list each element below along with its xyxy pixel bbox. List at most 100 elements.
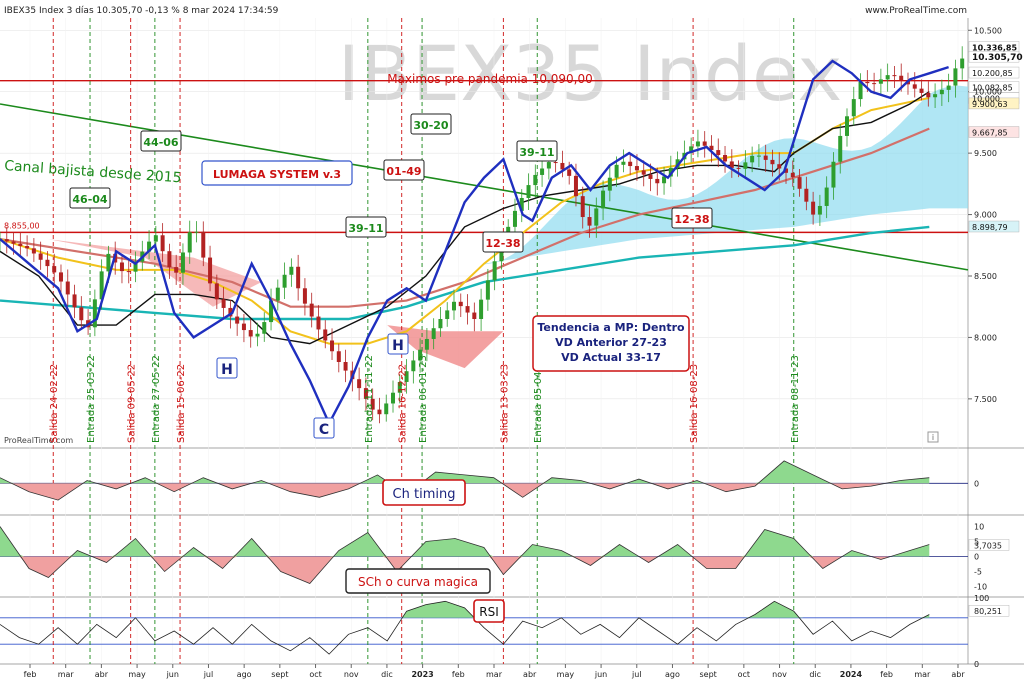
candle-body	[38, 253, 43, 260]
candle-body	[330, 340, 335, 352]
signal-box-label: 39-11	[519, 146, 554, 159]
candle-body	[756, 155, 761, 157]
candle-body	[296, 266, 301, 289]
signal-label: Entrada 08-11-23	[790, 355, 801, 443]
candle-body	[126, 271, 131, 273]
candle-body	[628, 161, 633, 167]
ch-timing-line	[0, 460, 930, 501]
candle-body	[465, 306, 470, 313]
candle-body	[695, 141, 700, 147]
price-label: 8.898,79	[972, 223, 1008, 232]
trend-line-2: VD Anterior 27-23	[555, 336, 667, 349]
candle-body	[546, 162, 551, 169]
candle-body	[939, 89, 944, 95]
ichimoku-cloud-down-early	[48, 239, 262, 307]
ch-timing-negative-area	[0, 483, 930, 501]
signal-label: Salida 15-06-22	[176, 364, 187, 443]
x-tick-label: feb	[880, 670, 893, 679]
signal-box	[410, 113, 452, 135]
x-tick-label: nov	[344, 670, 359, 679]
candle-body	[11, 241, 16, 244]
candle-body	[418, 349, 423, 361]
candle-body	[309, 303, 314, 317]
signal-box	[671, 207, 713, 229]
candle-body	[45, 259, 50, 267]
price-label: 10.336,85	[972, 43, 1017, 52]
info-icon[interactable]	[927, 431, 939, 443]
y-tick-label: 10.000	[974, 88, 1002, 97]
system-label: LUMAGA SYSTEM v.3	[213, 168, 341, 181]
candle-body	[594, 208, 599, 226]
x-tick-label: jul	[203, 670, 214, 679]
candle-body	[797, 177, 802, 189]
candle-body	[180, 252, 185, 273]
chart-header-title: IBEX35 Index 3 días 10.305,70 -0,13 % 8 …	[4, 6, 279, 16]
price-label: 9.900,63	[972, 100, 1008, 109]
pattern-box	[216, 357, 238, 379]
signal-box	[516, 140, 558, 162]
yellow-ma-line	[0, 96, 930, 345]
sch-tick-label: -10	[974, 583, 987, 592]
candle-body	[634, 166, 639, 171]
pattern-letter: C	[319, 422, 329, 438]
candle-body	[262, 322, 267, 334]
max-pre-pandemic-label: Maximos pre pandemia 10.090,00	[387, 72, 593, 86]
candle-body	[255, 333, 260, 337]
candle-body	[567, 169, 572, 176]
candle-body	[52, 266, 57, 273]
x-tick-label: mar	[58, 670, 75, 679]
sch-value-box	[968, 539, 1010, 551]
sch-label: SCh o curva magica	[358, 575, 478, 589]
candle-body	[153, 235, 158, 242]
rsi-label: RSI	[479, 605, 499, 619]
blue-ma-line	[0, 59, 949, 427]
rsi-line	[0, 600, 930, 655]
ch-timing-zero: 0	[974, 479, 979, 488]
candle-body	[621, 161, 626, 165]
brand-link[interactable]: www.ProRealTime.com	[865, 6, 967, 16]
candle-body	[878, 79, 883, 84]
signal-label: Entrada 25-03-22	[86, 355, 97, 443]
candle-body	[72, 294, 77, 308]
candle-body	[221, 299, 226, 308]
candle-body	[912, 84, 917, 89]
ichimoku-cloud-down	[387, 325, 504, 369]
candle-body	[160, 235, 165, 252]
sch-tick-label: 10	[974, 523, 984, 532]
candle-body	[858, 81, 863, 100]
x-tick-label: may	[128, 670, 146, 679]
x-tick-label: 2023	[411, 670, 433, 679]
x-tick-label: oct	[738, 670, 750, 679]
signal-label: Salida 13-03-23	[499, 364, 510, 443]
x-tick-label: jun	[594, 670, 607, 679]
candle-body	[892, 75, 897, 77]
sch-line	[0, 526, 930, 584]
y-tick-label: 8.500	[974, 272, 997, 281]
candle-body	[343, 362, 348, 371]
x-tick-label: abr	[523, 670, 537, 679]
signal-box	[383, 159, 425, 181]
candle-body	[302, 288, 307, 304]
candle-body	[614, 164, 619, 178]
candle-body	[777, 164, 782, 169]
rsi-value-box	[968, 605, 1010, 617]
candle-body	[4, 239, 9, 242]
price-label-box	[968, 126, 1020, 138]
ch-timing-positive-area	[0, 460, 930, 484]
signal-box-label: 12-38	[674, 213, 709, 226]
candle-body	[587, 217, 592, 226]
signal-box-label: 30-20	[413, 119, 449, 132]
candle-body	[445, 310, 450, 319]
info-icon-glyph: i	[932, 433, 934, 442]
candle-body	[702, 141, 707, 146]
candle-body	[106, 253, 111, 272]
pattern-box	[387, 333, 409, 355]
x-tick-label: jun	[166, 670, 179, 679]
candle-body	[377, 409, 382, 415]
x-tick-label: abr	[95, 670, 109, 679]
y-tick-label: 7.500	[974, 395, 997, 404]
candle-body	[946, 85, 951, 90]
candle-body	[838, 135, 843, 162]
sch-tick-label: 5	[974, 538, 979, 547]
